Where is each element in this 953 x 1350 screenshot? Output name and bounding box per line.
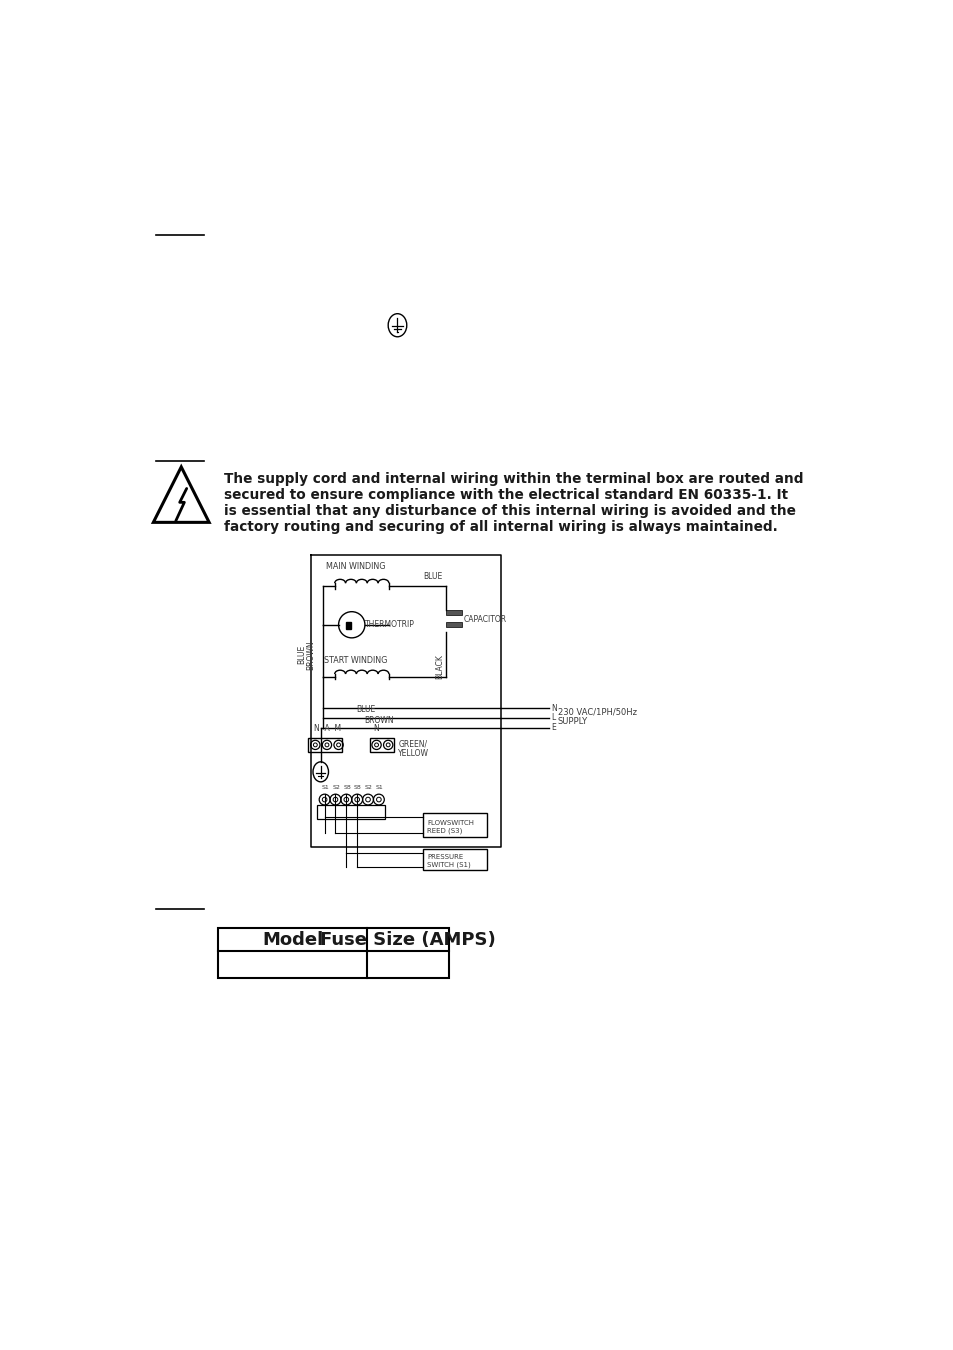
Text: SWITCH (S1): SWITCH (S1): [427, 861, 470, 868]
Text: S1: S1: [375, 784, 383, 790]
Text: THERMOTRIP: THERMOTRIP: [365, 620, 415, 629]
Text: is essential that any disturbance of this internal wiring is avoided and the: is essential that any disturbance of thi…: [224, 504, 795, 518]
Text: The supply cord and internal wiring within the terminal box are routed and: The supply cord and internal wiring with…: [224, 471, 802, 486]
Text: BROWN: BROWN: [364, 716, 394, 725]
Text: Model: Model: [262, 930, 323, 949]
FancyBboxPatch shape: [446, 622, 461, 628]
FancyBboxPatch shape: [345, 622, 351, 629]
Text: N: N: [373, 725, 378, 733]
Text: BLUE: BLUE: [355, 705, 375, 714]
Text: REED (S3): REED (S3): [427, 828, 462, 834]
Text: PRESSURE: PRESSURE: [427, 853, 463, 860]
Text: BLUE: BLUE: [422, 571, 442, 580]
Text: 230 VAC/1PH/50Hz: 230 VAC/1PH/50Hz: [558, 707, 637, 717]
Text: MAIN WINDING: MAIN WINDING: [326, 563, 385, 571]
Text: N: N: [551, 705, 557, 713]
Text: N  A  M: N A M: [314, 725, 340, 733]
Text: L: L: [551, 713, 556, 722]
Text: S2: S2: [365, 784, 373, 790]
Text: S8: S8: [343, 784, 351, 790]
Text: START WINDING: START WINDING: [324, 656, 387, 666]
Text: SUPPLY: SUPPLY: [558, 717, 587, 725]
Text: factory routing and securing of all internal wiring is always maintained.: factory routing and securing of all inte…: [224, 520, 777, 535]
Text: FLOWSWITCH: FLOWSWITCH: [427, 819, 474, 826]
Text: YELLOW: YELLOW: [397, 749, 429, 757]
Text: BLACK: BLACK: [435, 653, 443, 679]
Text: BROWN: BROWN: [306, 640, 314, 670]
Text: CAPACITOR: CAPACITOR: [464, 614, 507, 624]
Text: Fuse Size (AMPS): Fuse Size (AMPS): [319, 930, 496, 949]
Text: secured to ensure compliance with the electrical standard EN 60335-1. It: secured to ensure compliance with the el…: [224, 487, 787, 502]
FancyBboxPatch shape: [446, 610, 461, 614]
Text: BLUE: BLUE: [297, 645, 306, 664]
Text: S2: S2: [332, 784, 340, 790]
Text: S1: S1: [321, 784, 329, 790]
Text: GREEN/: GREEN/: [397, 740, 427, 748]
Text: S8: S8: [354, 784, 361, 790]
Text: E: E: [551, 722, 556, 732]
